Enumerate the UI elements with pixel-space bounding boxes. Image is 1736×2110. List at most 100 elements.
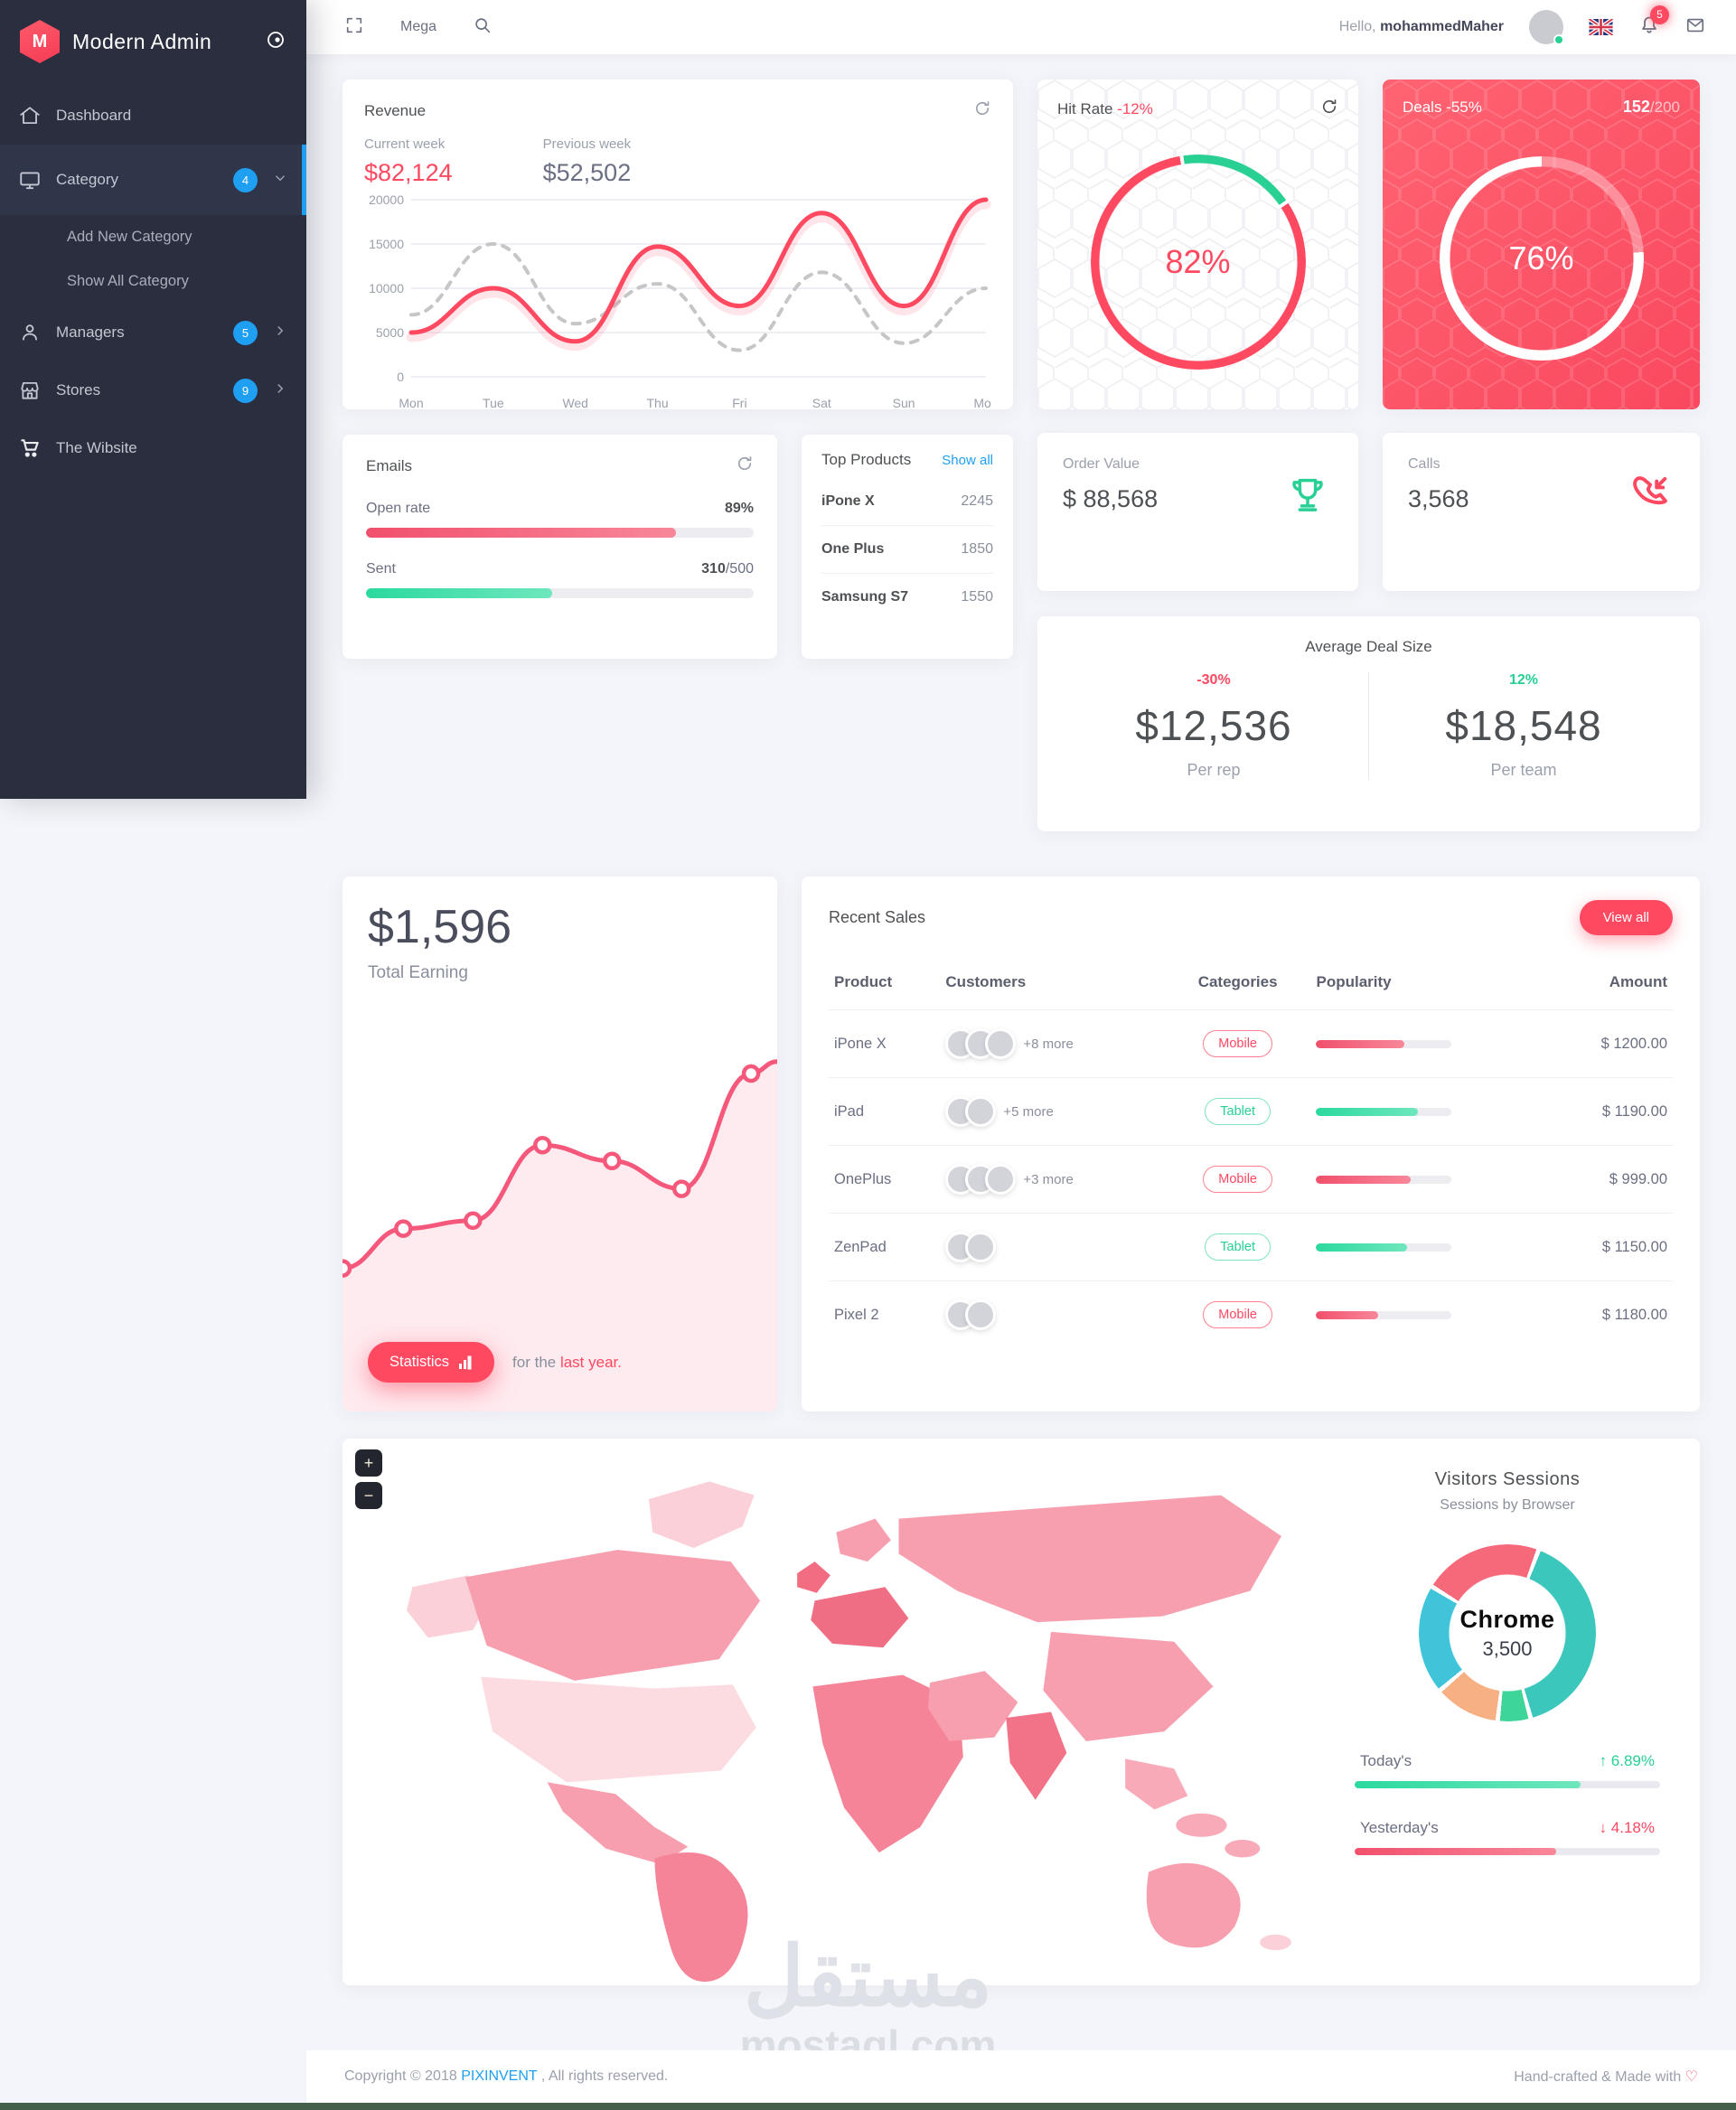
last-year-link[interactable]: last year. [559, 1353, 622, 1371]
yesterday-delta: ↓ 4.18% [1599, 1819, 1655, 1836]
heart-icon: ♡ [1684, 2069, 1698, 2085]
home-icon [18, 104, 42, 127]
more-customers: +5 more [1003, 1103, 1054, 1120]
order-value-amount: $ 88,568 [1063, 485, 1159, 512]
today-label: Today's [1360, 1752, 1412, 1769]
brand: M Modern Admin [0, 0, 306, 87]
sidebar-item-the-wibsite[interactable]: The Wibsite [0, 419, 306, 477]
chevron-down-icon [272, 170, 288, 191]
avatar [985, 1164, 1017, 1195]
per-team-value: $18,548 [1445, 702, 1602, 749]
sidebar-item-add-new-category[interactable]: Add New Category [67, 229, 192, 245]
made-with-text: Hand-crafted & Made with ♡ [1514, 2069, 1698, 2085]
search-icon[interactable] [473, 15, 493, 40]
sent-progress [366, 588, 754, 598]
language-flag-icon[interactable] [1589, 19, 1613, 35]
svg-text:5000: 5000 [376, 325, 404, 340]
category-badge: Mobile [1203, 1030, 1272, 1057]
refresh-icon[interactable] [1320, 98, 1338, 120]
sidebar-item-show-all-category[interactable]: Show All Category [67, 273, 189, 289]
per-team-label: Per team [1490, 761, 1557, 779]
popularity-bar [1316, 1310, 1452, 1319]
world-map-svg [407, 1481, 1291, 1983]
world-map[interactable]: + − [343, 1439, 1346, 1985]
previous-week-label: Previous week [542, 136, 632, 152]
visitors-sessions-panel: Visitors Sessions Sessions by Browser Ch… [1346, 1439, 1700, 1985]
revenue-card: Revenue Current week $82,124 Previous we… [343, 80, 1013, 410]
category-badge: Mobile [1203, 1301, 1272, 1328]
more-customers: +3 more [1023, 1171, 1074, 1187]
popularity-bar [1316, 1175, 1452, 1184]
mail-icon[interactable] [1685, 15, 1705, 40]
user-icon [18, 321, 42, 344]
refresh-icon[interactable] [973, 99, 991, 122]
open-rate-progress [366, 528, 754, 538]
popularity-bar [1316, 1039, 1452, 1048]
sidebar-item-managers[interactable]: Managers 5 [0, 304, 306, 361]
sidebar-item-category[interactable]: Category 4 [0, 145, 306, 215]
current-week-value: $82,124 [364, 159, 453, 186]
refresh-icon[interactable] [736, 455, 754, 477]
per-rep-label: Per rep [1187, 761, 1241, 779]
col-popularity: Popularity [1316, 973, 1392, 990]
yesterday-progress [1355, 1848, 1660, 1855]
sidebar-item-stores[interactable]: Stores 9 [0, 361, 306, 419]
view-all-button[interactable]: View all [1579, 900, 1673, 935]
statistics-button[interactable]: Statistics [368, 1342, 495, 1383]
svg-text:20000: 20000 [369, 192, 404, 207]
category-badge: Mobile [1203, 1166, 1272, 1193]
per-team-delta: 12% [1508, 672, 1539, 688]
product-row: iPone X 2245 [821, 478, 993, 526]
fullscreen-icon[interactable] [344, 15, 364, 40]
table-row: ZenPad Tablet $ 1150.00 [829, 1213, 1673, 1281]
revenue-chart: 0 5000 10000 15000 20000 Mon Tue Wed Thu Fri Sat Su… [369, 192, 999, 410]
sidebar-toggle-icon[interactable] [265, 29, 286, 55]
chevron-right-icon [272, 323, 288, 343]
recent-sales-title: Recent Sales [829, 908, 926, 926]
svg-text:10000: 10000 [369, 281, 404, 295]
category-badge: Tablet [1205, 1098, 1271, 1125]
online-status-dot [1553, 34, 1564, 45]
sent-value: 310/500 [701, 561, 754, 577]
category-badge: Tablet [1205, 1233, 1271, 1261]
recent-sales-table: Product Customers Categories Popularity … [829, 959, 1673, 1348]
map-zoom-out-button[interactable]: − [355, 1482, 382, 1509]
sidebar-item-label: Category [56, 171, 118, 188]
greeting-text: Hello, mohammedMaher [1339, 19, 1504, 35]
app-logo: M [20, 20, 60, 63]
per-rep-stat: -30% $12,536 Per rep [1059, 672, 1369, 780]
per-rep-value: $12,536 [1135, 702, 1292, 749]
table-row: iPad +5 more Tablet $ 1190.00 [829, 1077, 1673, 1146]
hit-rate-delta: -12% [1117, 99, 1153, 117]
average-deal-card: Average Deal Size -30% $12,536 Per rep 1… [1037, 616, 1700, 831]
show-all-link[interactable]: Show all [942, 452, 993, 468]
copyright-text: Copyright © 2018 PIXINVENT , All rights … [344, 2068, 669, 2084]
table-row: Pixel 2 Mobile $ 1180.00 [829, 1280, 1673, 1348]
col-product: Product [834, 973, 893, 990]
store-icon [18, 379, 42, 402]
sidebar: M Modern Admin Dashboard Category 4 Add … [0, 0, 306, 799]
svg-text:15000: 15000 [369, 237, 404, 251]
bars-icon [459, 1355, 472, 1369]
app-title: Modern Admin [72, 29, 212, 53]
logo-letter: M [32, 31, 48, 52]
sidebar-item-dashboard[interactable]: Dashboard [0, 87, 306, 145]
pixinvent-link[interactable]: PIXINVENT [461, 2068, 538, 2084]
total-earning-amount: $1,596 [368, 901, 512, 953]
svg-text:Tue: Tue [483, 396, 504, 410]
per-team-stat: 12% $18,548 Per team [1369, 672, 1678, 780]
avatar[interactable] [1529, 10, 1564, 45]
sidebar-item-label: Stores [56, 381, 101, 399]
col-categories: Categories [1197, 973, 1278, 990]
open-rate-label: Open rate [366, 501, 431, 516]
emails-card: Emails Open rate 89% Sent 310/500 [343, 435, 777, 659]
greeting-prefix: Hello, [1338, 19, 1376, 34]
previous-week-value: $52,502 [542, 159, 632, 186]
product-row: Samsung S7 1550 [821, 589, 993, 605]
nav-mega[interactable]: Mega [400, 19, 437, 34]
notifications-bell-icon[interactable]: 5 [1638, 5, 1669, 41]
col-customers: Customers [945, 973, 1027, 990]
map-zoom-in-button[interactable]: + [355, 1449, 382, 1477]
top-products-title: Top Products [821, 451, 912, 468]
open-rate-fill [366, 528, 677, 538]
